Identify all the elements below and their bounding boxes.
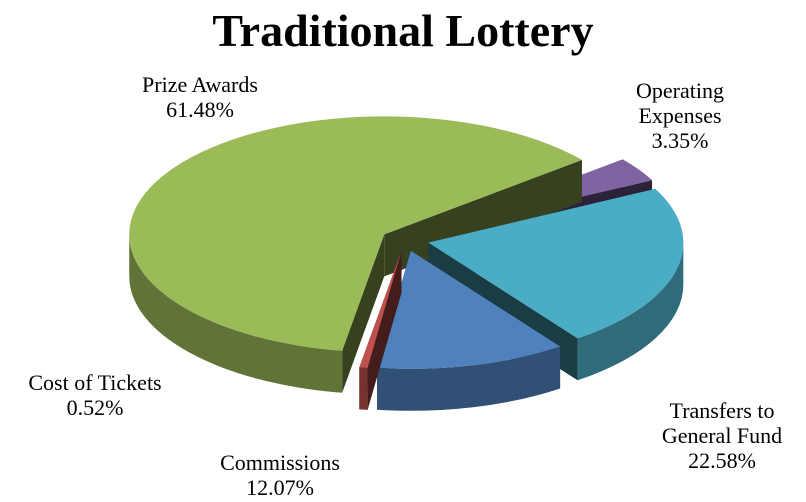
value-label: 22.58% bbox=[688, 448, 756, 473]
slice-wall bbox=[376, 346, 561, 411]
data-label: Cost of Tickets 0.52% bbox=[0, 370, 190, 420]
slice-top bbox=[376, 250, 561, 369]
data-label: Operating Expenses 3.35% bbox=[620, 78, 740, 153]
value-label: 61.48% bbox=[166, 97, 234, 122]
data-label: Prize Awards 61.48% bbox=[115, 72, 285, 122]
slice-top bbox=[428, 188, 684, 339]
value-label: 0.52% bbox=[66, 395, 124, 420]
category-label: Operating Expenses bbox=[636, 78, 724, 128]
data-label: Commissions 12.07% bbox=[195, 450, 365, 500]
slice bbox=[376, 250, 561, 411]
category-label: Transfers to General Fund bbox=[661, 398, 783, 448]
data-label: Transfers to General Fund 22.58% bbox=[647, 398, 797, 473]
chart-title: Traditional Lottery bbox=[212, 5, 594, 56]
category-label: Cost of Tickets bbox=[28, 370, 162, 395]
category-label: Commissions bbox=[220, 450, 340, 475]
slice-wall bbox=[359, 367, 368, 410]
slice-wall bbox=[577, 242, 684, 381]
slice bbox=[359, 250, 402, 410]
slice-wall bbox=[129, 234, 343, 393]
value-label: 12.07% bbox=[246, 475, 314, 500]
slice-top bbox=[359, 250, 402, 368]
value-label: 3.35% bbox=[651, 128, 709, 153]
slice-top bbox=[129, 116, 582, 351]
category-label: Prize Awards bbox=[142, 72, 258, 97]
slice-side bbox=[342, 234, 385, 393]
slice-side bbox=[359, 250, 402, 410]
